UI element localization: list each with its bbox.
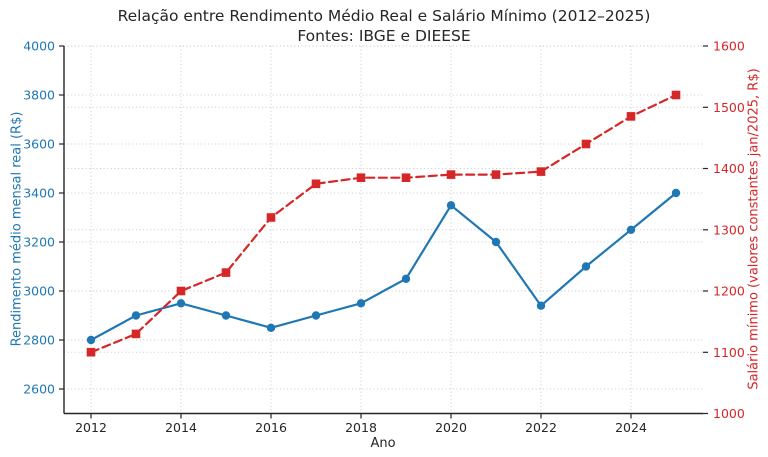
svg-text:2014: 2014 xyxy=(165,420,197,435)
svg-text:1300: 1300 xyxy=(713,222,745,237)
svg-text:3000: 3000 xyxy=(23,284,55,299)
svg-text:2018: 2018 xyxy=(345,420,377,435)
svg-text:3400: 3400 xyxy=(23,186,55,201)
svg-text:1400: 1400 xyxy=(713,161,745,176)
svg-text:2012: 2012 xyxy=(75,420,107,435)
svg-text:3800: 3800 xyxy=(23,88,55,103)
svg-text:2016: 2016 xyxy=(255,420,287,435)
series-salario-minimo xyxy=(86,90,681,357)
x-axis-label: Ano xyxy=(370,436,396,451)
svg-text:4000: 4000 xyxy=(23,39,55,54)
right-axis-label: Salário mínimo (valores constantes jan/2… xyxy=(746,68,762,390)
svg-text:1200: 1200 xyxy=(713,284,745,299)
svg-text:2600: 2600 xyxy=(23,382,55,397)
svg-text:1600: 1600 xyxy=(713,39,745,54)
svg-text:2024: 2024 xyxy=(615,420,647,435)
left-axis-label: Rendimento médio mensal real (R$) xyxy=(9,111,25,347)
right-tick-labels: 1000 1100 1200 1300 1400 1500 1600 xyxy=(713,39,745,422)
axes-spines xyxy=(63,46,703,415)
gridlines xyxy=(64,45,703,414)
svg-text:3600: 3600 xyxy=(23,137,55,152)
svg-text:2020: 2020 xyxy=(435,420,467,435)
svg-text:2800: 2800 xyxy=(23,333,55,348)
x-tick-labels: 2012 2014 2016 2018 2020 2022 2024 xyxy=(75,420,647,435)
left-tick-labels: 2600 2800 3000 3200 3400 3600 3800 4000 xyxy=(23,39,55,397)
series-rendimento xyxy=(86,188,681,345)
svg-text:1500: 1500 xyxy=(713,100,745,115)
svg-text:1000: 1000 xyxy=(713,406,745,421)
svg-text:3200: 3200 xyxy=(23,235,55,250)
svg-text:2022: 2022 xyxy=(525,420,557,435)
chart-title: Relação entre Rendimento Médio Real e Sa… xyxy=(117,7,651,25)
tick-marks xyxy=(59,45,708,419)
svg-text:1100: 1100 xyxy=(713,345,745,360)
chart-subtitle: Fontes: IBGE e DIEESE xyxy=(297,27,471,45)
